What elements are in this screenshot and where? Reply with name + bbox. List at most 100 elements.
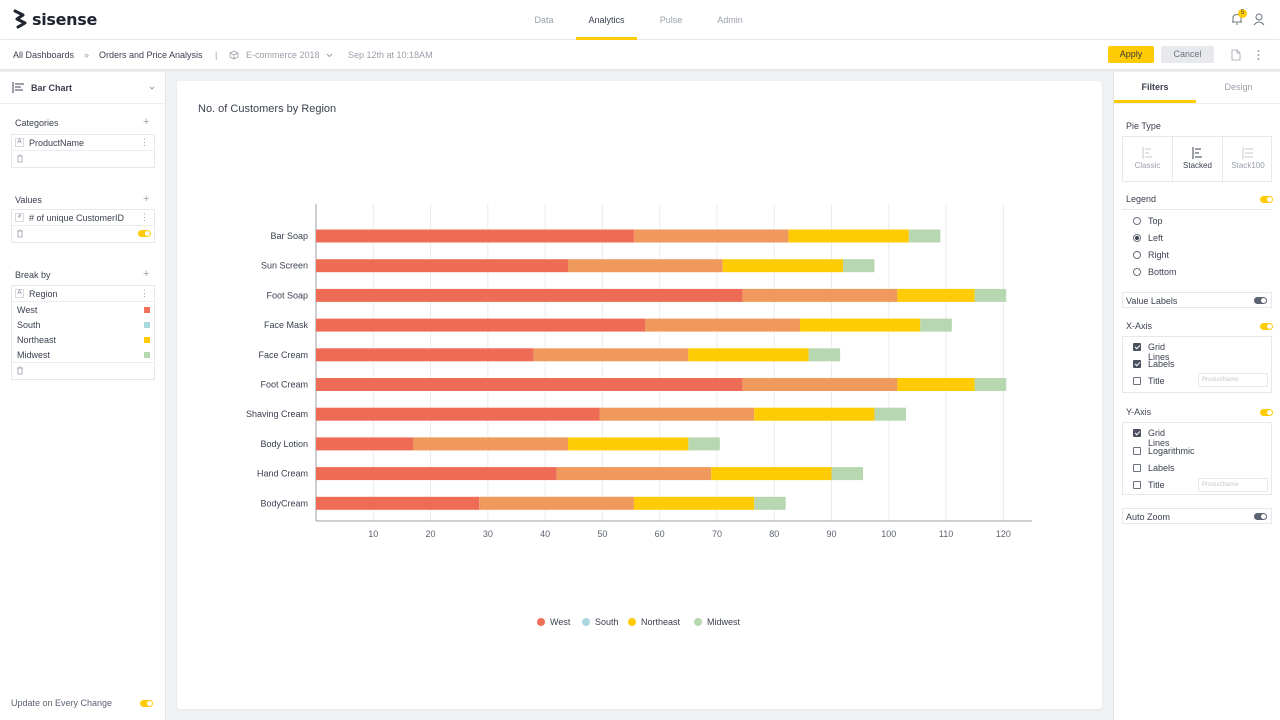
legend-label: West [550, 617, 571, 627]
categories-box: A ProductName ⋮ [11, 134, 155, 168]
breakby-actions-row [12, 363, 154, 379]
legend-label: South [595, 617, 619, 627]
breadcrumb-dashboard[interactable]: Orders and Price Analysis [99, 50, 203, 60]
trash-icon[interactable] [16, 154, 24, 163]
x-tick-label: 90 [827, 529, 837, 539]
x-axis-title-input[interactable]: ProductName [1198, 373, 1268, 387]
chevron-down-icon[interactable] [149, 86, 155, 90]
x-axis-toggle[interactable] [1260, 323, 1273, 330]
bar-segment-midwest [908, 229, 941, 243]
tabs-divider [1114, 103, 1280, 104]
bar-segment-northeast [568, 437, 689, 451]
category-field-row[interactable]: A ProductName ⋮ [12, 135, 154, 151]
pie-type-stacked-label: Stacked [1183, 161, 1212, 170]
south-color-swatch[interactable] [144, 322, 150, 328]
auto-zoom-label: Auto Zoom [1126, 512, 1171, 522]
northeast-color-swatch[interactable] [144, 337, 150, 343]
x-tick-label: 40 [540, 529, 550, 539]
field-menu-icon[interactable]: ⋮ [140, 288, 149, 298]
update-on-change-toggle[interactable] [140, 700, 153, 707]
x-tick-label: 120 [996, 529, 1011, 539]
category-label: Sun Screen [261, 261, 308, 271]
brand-name: sisense [32, 9, 98, 29]
midwest-color-swatch[interactable] [144, 352, 150, 358]
save-file-icon[interactable] [1231, 49, 1241, 61]
pie-type-classic-label: Classic [1134, 161, 1161, 170]
breakby-item-midwest[interactable]: Midwest [12, 347, 154, 363]
nav-tab-admin[interactable]: Admin [717, 15, 743, 25]
chevron-down-icon[interactable] [326, 53, 333, 58]
breakby-field-label: Region [29, 289, 58, 299]
breadcrumb-divider: | [215, 50, 218, 60]
value-labels-row: Value Labels [1122, 292, 1272, 308]
bar-segment-west [316, 348, 534, 362]
legend-toggle[interactable] [1260, 196, 1273, 203]
value-labels-toggle[interactable] [1254, 297, 1267, 304]
user-profile-icon[interactable] [1252, 12, 1266, 26]
breakby-item-northeast[interactable]: Northeast [12, 332, 154, 347]
nav-tab-data[interactable]: Data [534, 15, 554, 25]
datasource-selector[interactable]: E-commerce 2018 [246, 50, 320, 60]
bar-segment-northeast [688, 348, 809, 362]
bar-segment-west [316, 496, 480, 510]
bar-segment-south [533, 348, 689, 362]
bar-segment-west [316, 467, 557, 481]
breakby-item-south[interactable]: South [12, 317, 154, 332]
pie-type-classic[interactable]: Classic [1123, 137, 1173, 181]
chart-title: No. of Customers by Region [198, 103, 337, 115]
more-options-icon[interactable] [1257, 49, 1260, 61]
legend-swatch-west [537, 618, 545, 626]
bar-segment-west [316, 259, 569, 273]
notification-count-badge: 5 [1238, 9, 1247, 18]
trash-icon[interactable] [16, 366, 24, 375]
breakby-item-label: Northeast [17, 335, 57, 345]
bar-segment-northeast [800, 318, 921, 332]
bar-segment-south [568, 259, 723, 273]
sisense-logo[interactable]: sisense [12, 8, 97, 30]
nav-tab-analytics[interactable]: Analytics [576, 0, 637, 40]
value-field-row[interactable]: # # of unique CustomerID ⋮ [12, 210, 154, 226]
x-axis-options [1122, 336, 1272, 393]
widget-type-selector[interactable]: Bar Chart [0, 72, 166, 104]
pie-type-stacked[interactable]: Stacked [1173, 137, 1223, 181]
tab-filters[interactable]: Filters [1114, 72, 1196, 103]
apply-button[interactable]: Apply [1108, 46, 1154, 63]
bar-segment-south [742, 288, 898, 302]
add-category-plus-icon[interactable]: + [143, 116, 150, 128]
breakby-item-label: West [17, 305, 38, 315]
west-color-swatch[interactable] [144, 307, 150, 313]
cancel-button[interactable]: Cancel [1161, 46, 1214, 63]
breakby-item-west[interactable]: West [12, 302, 154, 317]
field-menu-icon[interactable]: ⋮ [140, 212, 149, 222]
add-breakby-plus-icon[interactable]: + [143, 268, 150, 280]
last-updated-timestamp: Sep 12th at 10:18AM [348, 50, 433, 60]
bar-segment-midwest [974, 378, 1007, 391]
pie-type-stack100-label: Stack100 [1231, 161, 1265, 170]
auto-zoom-toggle[interactable] [1254, 513, 1267, 520]
bar-segment-south [413, 437, 569, 451]
field-menu-icon[interactable]: ⋮ [140, 137, 149, 147]
category-label: Face Mask [264, 320, 309, 330]
auto-zoom-row: Auto Zoom [1122, 508, 1272, 524]
add-value-plus-icon[interactable]: + [143, 193, 150, 205]
category-label: Face Cream [258, 350, 308, 360]
tab-design[interactable]: Design [1224, 82, 1253, 92]
nav-tab-pulse[interactable]: Pulse [659, 15, 683, 25]
y-axis-title-input[interactable]: ProductName [1198, 478, 1268, 492]
pie-type-stack100[interactable]: Stack100 [1223, 137, 1273, 181]
bar-segment-midwest [808, 348, 841, 362]
value-toggle[interactable] [138, 230, 151, 237]
category-field-label: ProductName [29, 138, 85, 148]
breadcrumb-all-dashboards[interactable]: All Dashboards [13, 50, 75, 60]
trash-icon[interactable] [16, 229, 24, 238]
pie-type-options: Classic Stacked Stack100 [1122, 136, 1272, 182]
breakby-field-row[interactable]: A Region ⋮ [12, 286, 154, 302]
y-axis-toggle[interactable] [1260, 409, 1273, 416]
bar-segment-northeast [788, 229, 909, 243]
value-field-label: # of unique CustomerID [29, 213, 125, 223]
categories-title: Categories [15, 118, 59, 128]
classic-chart-icon [1142, 147, 1152, 159]
legend-swatch-northeast [628, 618, 636, 626]
category-label: BodyCream [260, 498, 308, 508]
notifications-bell-icon[interactable]: 5 [1230, 9, 1247, 26]
